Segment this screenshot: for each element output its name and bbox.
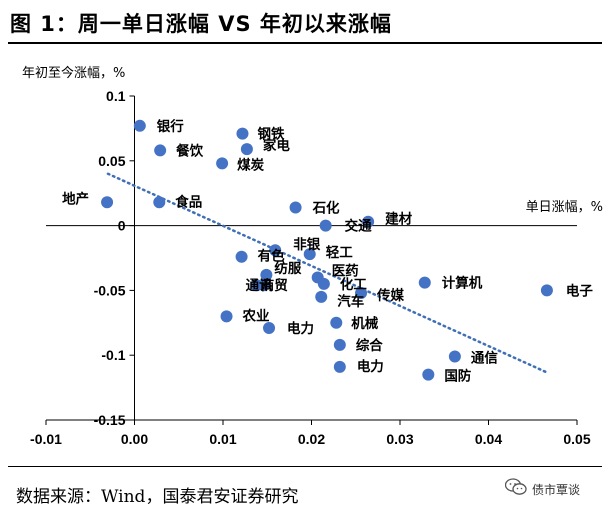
data-point [333,338,346,351]
data-point [333,360,346,373]
y-tick-label: 0.1 [106,88,126,104]
wechat-icon [504,478,527,500]
point-label: 医药 [332,262,359,279]
y-tick-label: -0.1 [101,347,125,363]
point-label: 煤炭 [237,156,264,173]
trendline [106,172,548,374]
point-label: 通讯 [246,278,273,294]
point-label: 纺服 [274,260,301,277]
tick-labels: -0.15 -0.1 -0.05 0 0.05 0.1 -0.01 0.00 0.01 0.02 0… [30,88,591,447]
data-point [289,201,302,214]
data-point [319,219,332,232]
x-tick-label: 0.02 [298,431,325,447]
data-point [101,196,114,209]
y-tick-label: 0.05 [98,153,125,169]
data-point [315,290,328,303]
point-label: 综合 [356,337,383,354]
point-label: 机械 [351,315,378,332]
point-label: 家电 [263,137,290,154]
data-point [448,350,461,363]
point-label: 通信 [471,349,498,366]
point-label: 汽车 [337,293,364,310]
y-tick-label: 0 [118,218,126,234]
x-tick-label: 0.01 [209,431,236,447]
data-point [362,215,375,228]
data-point [355,286,368,299]
source-note: 数据来源：Wind，国泰君安证券研究 [16,487,299,507]
data-point [236,127,249,140]
point-label: 钢铁 [257,126,284,143]
point-label: 餐饮 [175,142,203,159]
point-label: 化工 [340,276,367,293]
x-tick-label: 0.05 [563,431,590,447]
data-point [540,284,553,297]
watermark: 债市覃谈 [504,476,581,502]
data-point [269,244,282,257]
data-point [240,143,253,156]
x-axis-title: 单日涨幅，% [526,200,603,215]
y-tick-label: -0.05 [94,282,126,298]
data-point [133,119,146,132]
data-point [317,277,330,290]
data-points [101,119,553,381]
title-divider [8,42,602,44]
x-tick-label: 0.04 [475,431,502,447]
data-point [263,321,276,334]
data-point [260,268,273,281]
data-point [418,276,431,289]
y-tick-label: -0.15 [94,412,126,428]
x-tick-label: 0.03 [386,431,413,447]
data-point [257,279,270,292]
point-label: 计算机 [442,275,483,292]
data-point [330,316,343,329]
point-label: 建材 [384,211,412,228]
data-point [235,250,248,263]
figure-title: 图 1：周一单日涨幅 VS 年初以来涨幅 [10,12,392,36]
watermark-text: 债市覃谈 [532,482,581,497]
point-label: 地产 [62,190,89,207]
data-point [154,144,167,157]
scatter-chart: -0.15 -0.1 -0.05 0 0.05 0.1 -0.01 0.00 0.01 0.02 0… [22,65,603,447]
point-label: 传媒 [376,287,404,304]
point-label: 石化 [312,199,340,216]
point-label: 农业 [242,307,270,324]
point-label: 交通 [345,218,372,235]
x-tick-label: 0.00 [121,431,148,447]
data-point [153,196,166,209]
point-label: 轻工 [326,244,353,261]
data-point [303,248,316,261]
x-tick-label: -0.01 [30,431,62,447]
point-label: 商贸 [261,277,288,294]
data-point [220,310,233,323]
axes [45,95,578,425]
point-label: 非银 [293,236,320,253]
point-label: 国防 [444,368,471,385]
point-label: 电力 [357,358,384,375]
point-label: 食品 [175,193,202,210]
data-point [216,157,229,170]
title-bar: 图 1：周一单日涨幅 VS 年初以来涨幅 [0,0,610,46]
point-label: 银行 [157,118,184,135]
y-axis-title: 年初至今涨幅，% [22,65,125,81]
point-label: 电力 [287,320,314,337]
point-label: 有色 [258,248,285,265]
point-label: 电子 [566,282,593,299]
data-point [422,368,435,381]
footer-divider [8,466,602,467]
